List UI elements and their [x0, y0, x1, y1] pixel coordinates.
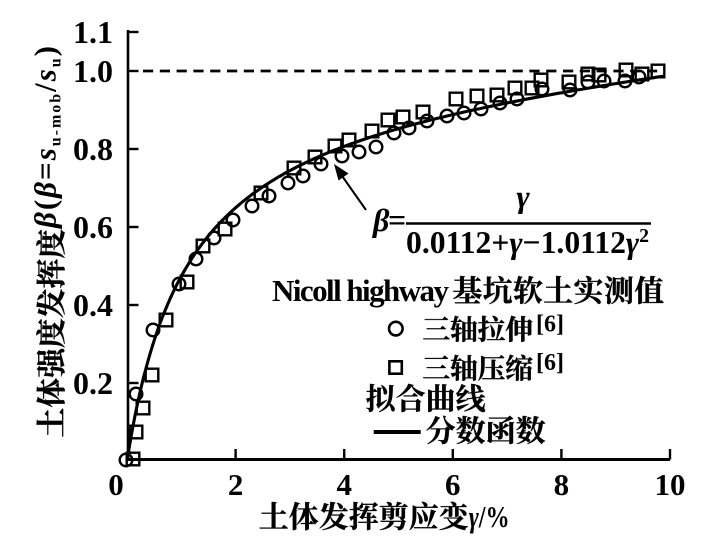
svg-text:0.6: 0.6: [73, 209, 113, 245]
svg-text:β: β: [372, 202, 390, 238]
svg-text:β(β=su-mob/su): β(β=su-mob/su): [28, 46, 65, 229]
svg-text:0.8: 0.8: [73, 131, 113, 167]
svg-text:[6]: [6]: [536, 312, 564, 338]
svg-text:1.1: 1.1: [73, 14, 113, 50]
svg-text:0.4: 0.4: [73, 287, 113, 323]
svg-text:γ/%: γ/%: [469, 499, 510, 534]
svg-text:γ: γ: [516, 178, 530, 214]
svg-text:0.2: 0.2: [73, 365, 113, 401]
svg-text:0.0112+γ−1.0112γ2: 0.0112+γ−1.0112γ2: [406, 224, 649, 260]
svg-text:Nicoll highway: Nicoll highway: [272, 273, 450, 308]
svg-text:1.0: 1.0: [73, 53, 113, 89]
svg-text:6: 6: [445, 467, 461, 502]
svg-text:10: 10: [655, 467, 686, 502]
svg-text:4: 4: [336, 467, 352, 502]
svg-text:8: 8: [554, 467, 570, 502]
svg-text:[6]: [6]: [536, 350, 564, 376]
svg-text:2: 2: [228, 467, 244, 502]
svg-text:=: =: [388, 202, 406, 238]
svg-text:0: 0: [108, 467, 124, 502]
